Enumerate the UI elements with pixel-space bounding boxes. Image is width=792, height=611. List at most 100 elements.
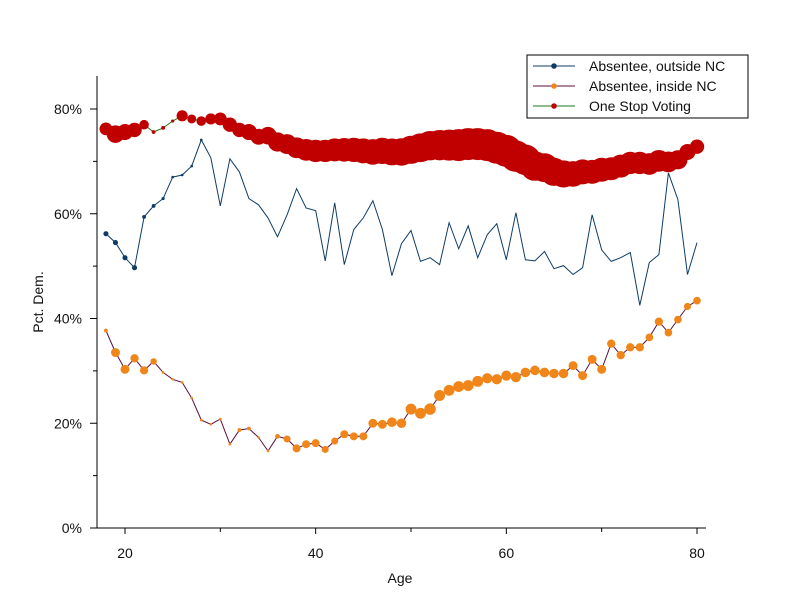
data-point [171,119,175,123]
legend: Absentee, outside NC Absentee, inside NC O… [526,54,749,119]
legend-marker [551,63,557,69]
data-point [415,407,426,419]
data-point [247,426,251,431]
y-tick-label: 20% [54,415,82,431]
data-point [120,364,130,374]
data-point [340,430,349,439]
data-point [176,110,188,122]
data-point [558,368,569,379]
data-point [171,377,174,381]
data-point [180,381,184,384]
legend-label: One Stop Voting [589,98,691,114]
data-point [568,361,578,371]
data-point [616,351,625,360]
data-point [368,418,378,428]
y-tick-label: 40% [54,311,82,327]
data-point [151,203,156,208]
data-point [199,138,203,142]
data-point [491,374,502,385]
data-point [654,317,664,326]
data-point [266,449,270,453]
data-point [635,343,644,352]
data-point [139,119,149,130]
data-point [142,214,146,219]
data-point [693,296,701,305]
data-point [187,114,197,124]
data-point [292,444,301,453]
data-point [453,381,465,393]
data-point [209,422,213,426]
x-tick-label: 40 [308,545,324,561]
data-point [359,432,368,441]
data-point [161,196,165,201]
data-point [237,428,242,432]
data-point [405,403,417,415]
data-point [112,239,119,246]
data-point [180,173,184,177]
data-point [171,175,174,179]
plot-area [99,110,705,453]
data-point [283,435,291,443]
data-point [520,367,531,378]
data-point [578,371,588,381]
legend-label: Absentee, inside NC [589,78,717,94]
x-axis-title: Age [388,570,413,586]
data-point [510,372,521,383]
legend-marker [551,83,557,89]
data-point [482,373,493,384]
data-point [311,439,320,448]
data-point [199,418,203,422]
axes: 0% 20% 40% 60% 80% 20 40 60 80 [54,76,706,561]
data-point [321,445,329,453]
data-point [674,315,682,324]
data-point [645,333,654,342]
data-point [349,432,358,441]
data-point [190,396,194,400]
data-point [228,442,232,446]
series-1 [104,296,701,453]
legend-marker [551,103,557,109]
x-tick-label: 80 [689,545,705,561]
data-point [539,367,550,378]
series-2 [99,110,705,188]
data-point [257,436,260,439]
data-point [331,437,339,445]
x-tick-label: 60 [499,545,515,561]
data-point [104,328,108,333]
data-point [587,354,597,364]
data-point [130,354,139,363]
data-point [275,433,280,439]
data-point [139,366,149,375]
data-point [689,139,705,154]
data-point [607,339,616,348]
data-point [103,231,109,237]
data-point [597,364,607,374]
series-line [105,300,698,452]
data-point [387,417,397,428]
data-point [396,418,407,429]
data-point [626,343,635,352]
data-point [683,302,691,310]
series-line [105,138,698,306]
data-point [190,164,194,168]
y-axis-title: Pct. Dem. [30,271,46,332]
data-point [549,368,559,379]
data-point [501,370,512,381]
data-point [127,122,142,138]
data-point [161,125,166,130]
x-tick-label: 20 [117,545,133,561]
data-point [302,440,311,449]
data-point [131,265,138,271]
data-point [150,358,157,365]
data-point [472,375,484,387]
data-point [377,419,387,429]
data-point [424,403,436,415]
data-point [434,390,446,401]
data-point [219,417,222,421]
data-point [196,116,207,126]
data-point [462,380,474,391]
data-point [443,384,455,396]
data-point [530,365,540,376]
series-0 [103,138,698,306]
